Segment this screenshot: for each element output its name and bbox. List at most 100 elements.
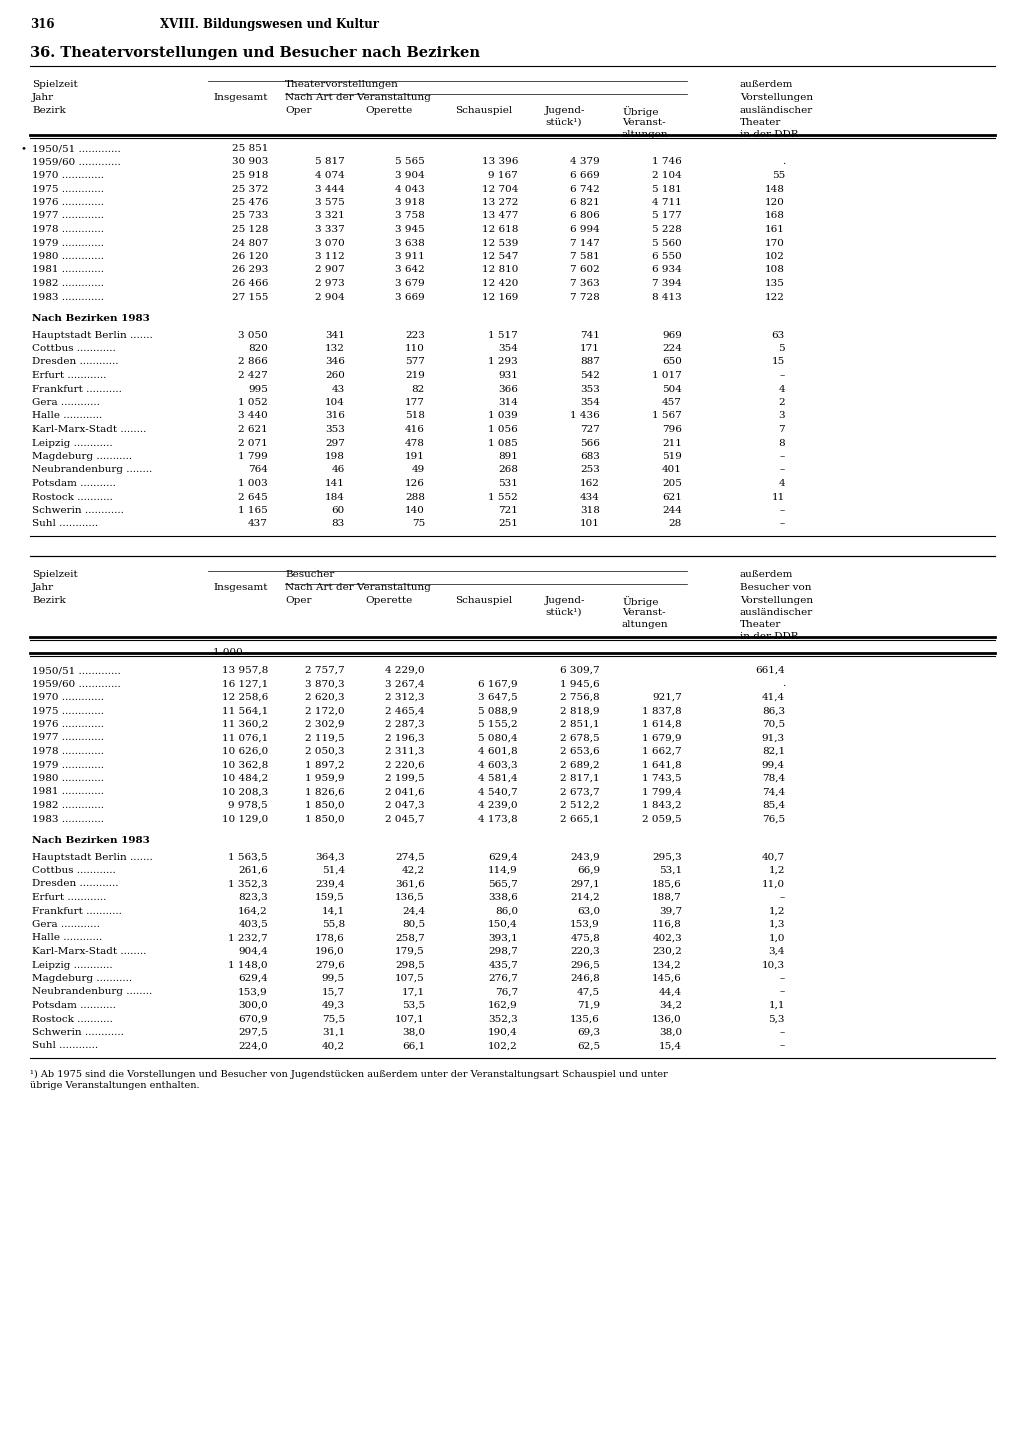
- Text: 10 362,8: 10 362,8: [222, 760, 268, 769]
- Text: in der DDR: in der DDR: [740, 130, 799, 139]
- Text: 4: 4: [778, 385, 785, 394]
- Text: altungen: altungen: [622, 130, 669, 139]
- Text: Theater: Theater: [740, 620, 781, 628]
- Text: 148: 148: [765, 184, 785, 194]
- Text: 904,4: 904,4: [239, 947, 268, 956]
- Text: 11 076,1: 11 076,1: [222, 734, 268, 743]
- Text: 3 647,5: 3 647,5: [478, 694, 518, 702]
- Text: 1 003: 1 003: [239, 479, 268, 488]
- Text: 178,6: 178,6: [315, 934, 345, 943]
- Text: 2 312,3: 2 312,3: [385, 694, 425, 702]
- Text: 82: 82: [412, 385, 425, 394]
- Text: 268: 268: [498, 465, 518, 475]
- Text: Halle ............: Halle ............: [32, 934, 102, 943]
- Text: 71,9: 71,9: [577, 1001, 600, 1011]
- Text: 83: 83: [332, 520, 345, 529]
- Text: 3 575: 3 575: [315, 198, 345, 207]
- Text: 1,2: 1,2: [768, 906, 785, 915]
- Text: 75: 75: [412, 520, 425, 529]
- Text: 1 826,6: 1 826,6: [305, 788, 345, 796]
- Text: 223: 223: [406, 330, 425, 339]
- Text: Potsdam ...........: Potsdam ...........: [32, 479, 116, 488]
- Text: 361,6: 361,6: [395, 879, 425, 889]
- Text: 3 911: 3 911: [395, 252, 425, 261]
- Text: 198: 198: [326, 452, 345, 460]
- Text: 15,4: 15,4: [658, 1041, 682, 1050]
- Text: 2 973: 2 973: [315, 279, 345, 288]
- Text: 153,9: 153,9: [570, 919, 600, 930]
- Text: 683: 683: [581, 452, 600, 460]
- Text: 10 626,0: 10 626,0: [222, 747, 268, 756]
- Text: Cottbus ............: Cottbus ............: [32, 866, 116, 875]
- Text: 457: 457: [663, 398, 682, 407]
- Text: 25 851: 25 851: [231, 143, 268, 153]
- Text: 2 047,3: 2 047,3: [385, 801, 425, 809]
- Text: 6 167,9: 6 167,9: [478, 679, 518, 688]
- Text: 741: 741: [581, 330, 600, 339]
- Text: 1959/60 .............: 1959/60 .............: [32, 679, 121, 688]
- Text: 434: 434: [581, 492, 600, 501]
- Text: 295,3: 295,3: [652, 853, 682, 862]
- Text: 2 665,1: 2 665,1: [560, 814, 600, 824]
- Text: 1 017: 1 017: [652, 371, 682, 379]
- Text: 25 128: 25 128: [231, 224, 268, 235]
- Text: 796: 796: [663, 426, 682, 434]
- Text: 114,9: 114,9: [488, 866, 518, 875]
- Text: übrige Veranstaltungen enthalten.: übrige Veranstaltungen enthalten.: [30, 1082, 200, 1090]
- Text: 1976 .............: 1976 .............: [32, 720, 104, 728]
- Text: 353: 353: [326, 426, 345, 434]
- Text: 435,7: 435,7: [488, 960, 518, 970]
- Text: Bezirk: Bezirk: [32, 106, 66, 114]
- Text: 75,5: 75,5: [322, 1015, 345, 1024]
- Text: Cottbus ............: Cottbus ............: [32, 345, 116, 353]
- Text: 86,3: 86,3: [762, 707, 785, 715]
- Text: 5,3: 5,3: [768, 1015, 785, 1024]
- Text: 3 444: 3 444: [315, 184, 345, 194]
- Text: 25 476: 25 476: [231, 198, 268, 207]
- Text: 1 148,0: 1 148,0: [228, 960, 268, 970]
- Text: 1970 .............: 1970 .............: [32, 694, 104, 702]
- Text: 41,4: 41,4: [762, 694, 785, 702]
- Text: –: –: [779, 520, 785, 529]
- Text: 298,5: 298,5: [395, 960, 425, 970]
- Text: 4 074: 4 074: [315, 171, 345, 180]
- Text: 4 173,8: 4 173,8: [478, 814, 518, 824]
- Text: Operette: Operette: [365, 597, 413, 605]
- Text: 7 394: 7 394: [652, 279, 682, 288]
- Text: Theater: Theater: [740, 117, 781, 127]
- Text: 2 465,4: 2 465,4: [385, 707, 425, 715]
- Text: 63: 63: [772, 330, 785, 339]
- Text: 2 817,1: 2 817,1: [560, 775, 600, 783]
- Text: 25 918: 25 918: [231, 171, 268, 180]
- Text: 1,3: 1,3: [768, 919, 785, 930]
- Text: 49: 49: [412, 465, 425, 475]
- Text: 274,5: 274,5: [395, 853, 425, 862]
- Text: 205: 205: [663, 479, 682, 488]
- Text: 101: 101: [581, 520, 600, 529]
- Text: stück¹): stück¹): [545, 117, 582, 127]
- Text: 297,1: 297,1: [570, 879, 600, 889]
- Text: 76,7: 76,7: [495, 988, 518, 996]
- Text: 1980 .............: 1980 .............: [32, 775, 104, 783]
- Text: Theatervorstellungen: Theatervorstellungen: [285, 80, 399, 88]
- Text: 1982 .............: 1982 .............: [32, 801, 104, 809]
- Text: Jugend-: Jugend-: [545, 106, 586, 114]
- Text: 12 258,6: 12 258,6: [222, 694, 268, 702]
- Text: 820: 820: [248, 345, 268, 353]
- Text: 6 934: 6 934: [652, 265, 682, 275]
- Text: 2 071: 2 071: [239, 439, 268, 447]
- Text: 27 155: 27 155: [231, 292, 268, 301]
- Text: 1 567: 1 567: [652, 411, 682, 420]
- Text: 74,4: 74,4: [762, 788, 785, 796]
- Text: 7 728: 7 728: [570, 292, 600, 301]
- Text: 5 565: 5 565: [395, 158, 425, 167]
- Text: 2 045,7: 2 045,7: [385, 814, 425, 824]
- Text: 1 352,3: 1 352,3: [228, 879, 268, 889]
- Text: Schauspiel: Schauspiel: [455, 106, 512, 114]
- Text: 91,3: 91,3: [762, 734, 785, 743]
- Text: 1978 .............: 1978 .............: [32, 747, 104, 756]
- Text: Oper: Oper: [285, 106, 311, 114]
- Text: 2 645: 2 645: [239, 492, 268, 501]
- Text: 4: 4: [778, 479, 785, 488]
- Text: 102,2: 102,2: [488, 1041, 518, 1050]
